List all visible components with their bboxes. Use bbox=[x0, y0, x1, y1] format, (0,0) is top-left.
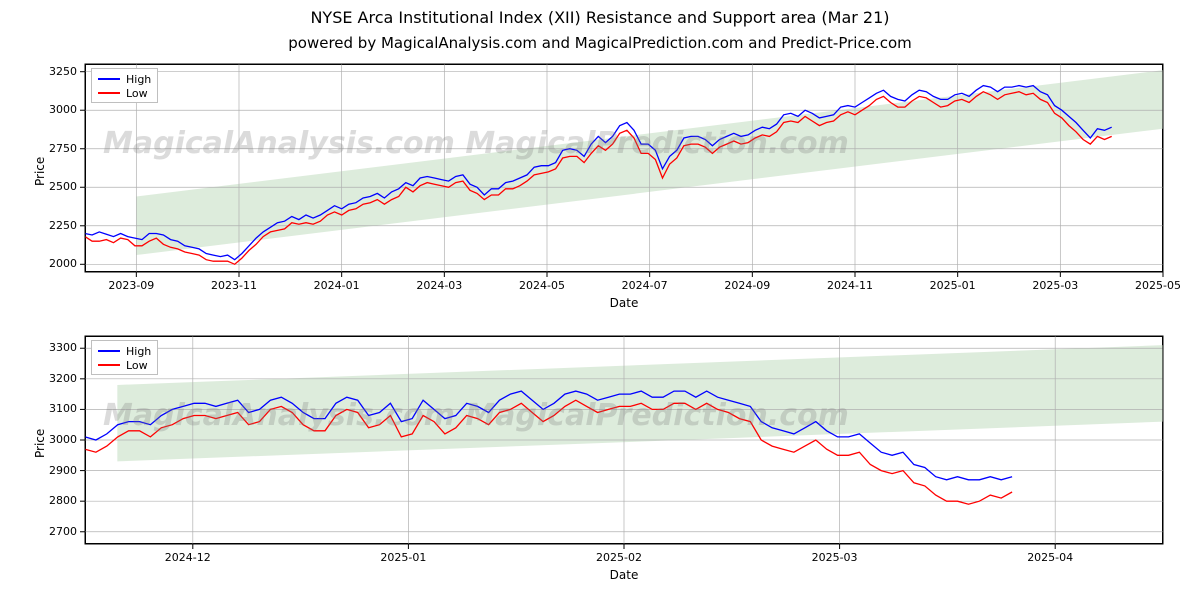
xtick-label: 2023-09 bbox=[108, 279, 154, 292]
xtick-label: 2025-01 bbox=[380, 551, 426, 564]
xtick-label: 2025-03 bbox=[812, 551, 858, 564]
ytick-label: 3300 bbox=[49, 341, 77, 354]
xtick-label: 2025-04 bbox=[1027, 551, 1073, 564]
legend-label-high: High bbox=[126, 345, 151, 358]
legend-item-low: Low bbox=[98, 358, 151, 372]
ytick-label: 2900 bbox=[49, 464, 77, 477]
legend-label-low: Low bbox=[126, 359, 148, 372]
ytick-label: 3200 bbox=[49, 372, 77, 385]
ytick-label: 2750 bbox=[49, 142, 77, 155]
ytick-label: 2800 bbox=[49, 494, 77, 507]
xtick-label: 2025-02 bbox=[596, 551, 642, 564]
ytick-label: 2000 bbox=[49, 257, 77, 270]
xtick-label: 2024-01 bbox=[314, 279, 360, 292]
ytick-label: 3250 bbox=[49, 65, 77, 78]
xtick-label: 2024-09 bbox=[724, 279, 770, 292]
legend-swatch-high bbox=[98, 350, 120, 352]
figure: NYSE Arca Institutional Index (XII) Resi… bbox=[0, 0, 1200, 600]
ytick-label: 3000 bbox=[49, 103, 77, 116]
ytick-label: 3100 bbox=[49, 402, 77, 415]
panel-bottom-svg bbox=[0, 0, 1200, 600]
legend-bottom: High Low bbox=[91, 340, 158, 375]
xtick-label: 2024-12 bbox=[165, 551, 211, 564]
ytick-label: 2500 bbox=[49, 180, 77, 193]
xtick-label: 2024-07 bbox=[622, 279, 668, 292]
ytick-label: 2700 bbox=[49, 525, 77, 538]
legend-item-high: High bbox=[98, 344, 151, 358]
ytick-label: 3000 bbox=[49, 433, 77, 446]
xtick-label: 2025-03 bbox=[1032, 279, 1078, 292]
xtick-label: 2024-11 bbox=[827, 279, 873, 292]
xtick-label: 2025-05 bbox=[1135, 279, 1181, 292]
ytick-label: 2250 bbox=[49, 219, 77, 232]
xtick-label: 2024-05 bbox=[519, 279, 565, 292]
xlabel-bottom: Date bbox=[85, 568, 1163, 582]
xtick-label: 2025-01 bbox=[930, 279, 976, 292]
xtick-label: 2023-11 bbox=[211, 279, 257, 292]
xtick-label: 2024-03 bbox=[416, 279, 462, 292]
legend-swatch-low bbox=[98, 364, 120, 366]
ylabel-bottom: Price bbox=[33, 429, 47, 458]
